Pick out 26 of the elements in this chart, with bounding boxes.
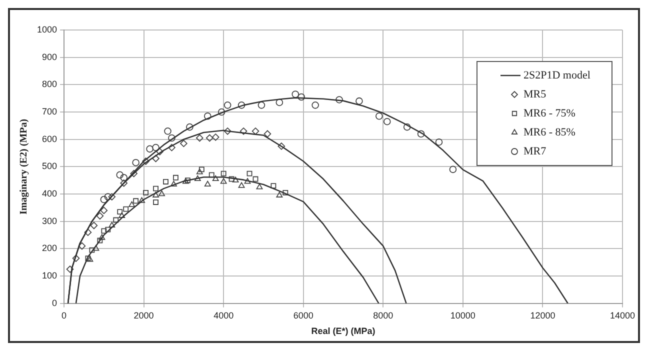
x-axis-title: Real (E*) (MPa): [311, 326, 376, 336]
y-tick-label: 400: [42, 188, 58, 199]
legend-label: MR7: [523, 145, 547, 158]
legend-label: MR6 - 75%: [523, 107, 576, 120]
y-tick-label: 0: [52, 298, 58, 308]
y-tick-label: 300: [42, 216, 58, 226]
legend-label: 2S2P1D model: [523, 69, 590, 82]
y-tick-label: 100: [42, 270, 58, 281]
x-tick-label: 2000: [134, 310, 154, 320]
legend-label: MR5: [523, 88, 547, 100]
x-tick-label: 14000: [610, 310, 635, 320]
y-tick-label: 500: [42, 161, 58, 172]
y-tick-label: 600: [42, 134, 58, 144]
y-tick-label: 700: [42, 106, 58, 117]
x-tick-label: 8000: [373, 310, 394, 320]
legend-label: MR6 - 85%: [523, 126, 576, 138]
x-tick-label: 4000: [214, 310, 234, 320]
x-tick-label: 6000: [293, 310, 314, 320]
y-tick-label: 900: [42, 52, 58, 62]
x-tick-label: 12000: [530, 310, 556, 320]
y-tick-label: 800: [42, 79, 58, 90]
y-tick-label: 1000: [36, 24, 58, 34]
x-tick-label: 10000: [450, 310, 476, 320]
y-tick-label: 200: [42, 243, 58, 254]
y-axis-title: Imaginary (E2) (MPa): [18, 118, 30, 214]
x-tick-label: 0: [62, 310, 67, 320]
